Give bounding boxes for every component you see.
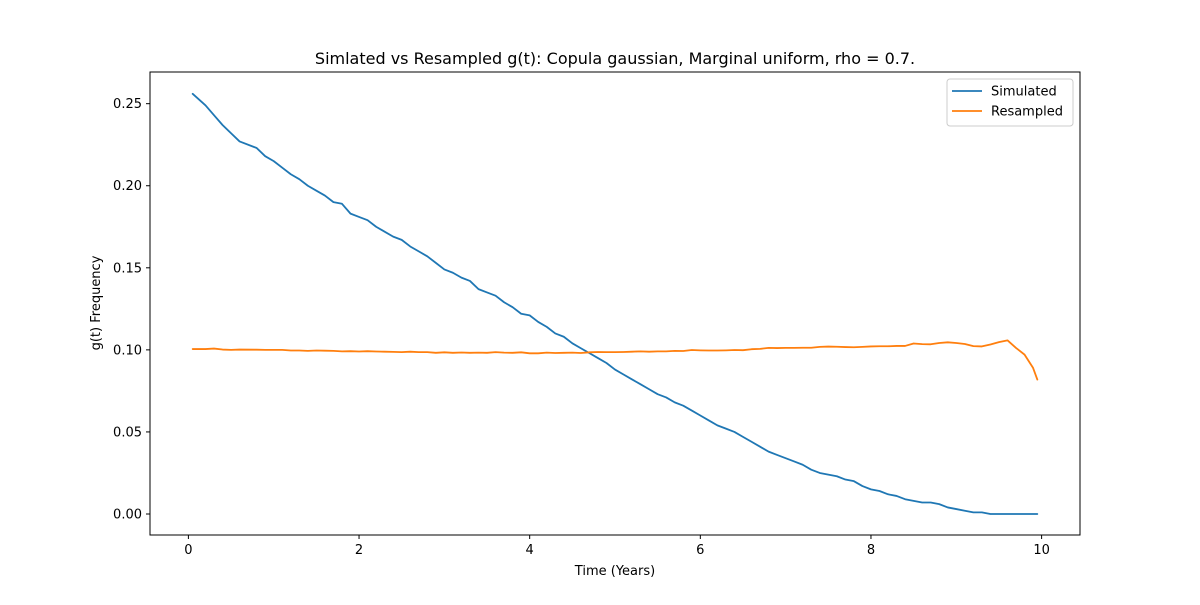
- y-tick-label: 0.10: [113, 343, 142, 358]
- x-axis: 0 2 4 6 8 10: [184, 535, 1050, 558]
- legend-label: Resampled: [991, 105, 1063, 120]
- y-axis: 0.00 0.05 0.10 0.15 0.20 0.25: [113, 97, 150, 522]
- x-tick-label: 10: [1033, 543, 1050, 558]
- y-axis-label: g(t) Frequency: [89, 255, 104, 350]
- y-tick-label: 0.05: [113, 425, 142, 440]
- x-axis-label: Time (Years): [574, 564, 655, 579]
- plot-area: [191, 92, 1039, 515]
- x-tick-label: 4: [526, 543, 534, 558]
- x-tick-label: 8: [867, 543, 875, 558]
- legend-label: Simulated: [991, 85, 1057, 100]
- x-tick-label: 6: [696, 543, 704, 558]
- y-tick-label: 0.20: [113, 179, 142, 194]
- axes-frame: [149, 71, 1081, 536]
- legend: Simulated Resampled: [946, 78, 1074, 127]
- series-line-simulated: [191, 92, 1039, 515]
- chart-title: Simlated vs Resampled g(t): Copula gauss…: [315, 49, 915, 68]
- x-tick-label: 2: [355, 543, 363, 558]
- y-tick-label: 0.25: [113, 97, 142, 112]
- y-tick-label: 0.15: [113, 261, 142, 276]
- x-tick-label: 0: [184, 543, 192, 558]
- y-tick-label: 0.00: [113, 507, 142, 522]
- series-line-resampled: [191, 339, 1039, 381]
